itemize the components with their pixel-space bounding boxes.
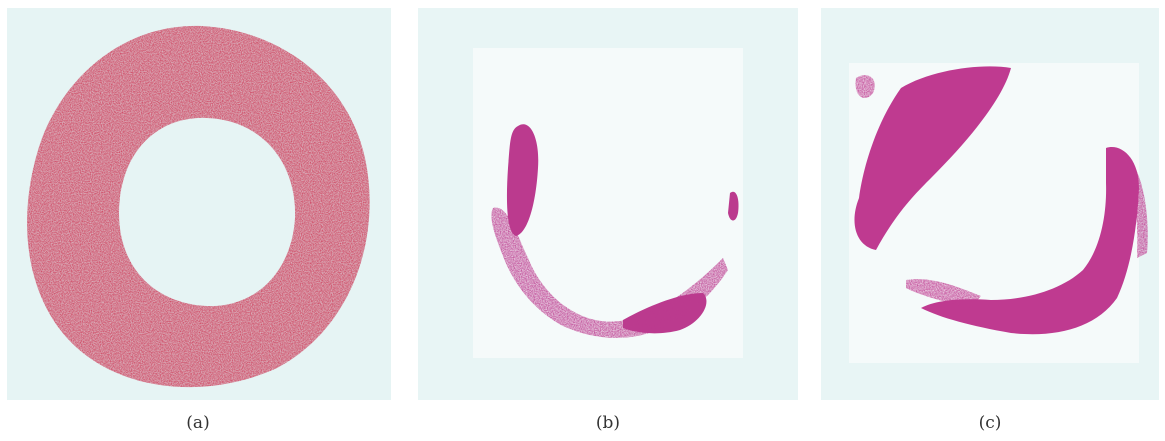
stained-ring-image xyxy=(7,8,391,400)
panel-caption-a: (a) xyxy=(186,413,210,433)
micrograph-panel-c xyxy=(821,8,1159,400)
stained-fragment-image-c xyxy=(821,8,1159,400)
panel-caption-c: (c) xyxy=(978,413,1002,433)
micrograph-panel-a xyxy=(7,8,391,400)
panel-caption-b: (b) xyxy=(595,413,621,433)
micrograph-panel-b xyxy=(418,8,798,400)
stained-fragment-image-b xyxy=(418,8,798,400)
